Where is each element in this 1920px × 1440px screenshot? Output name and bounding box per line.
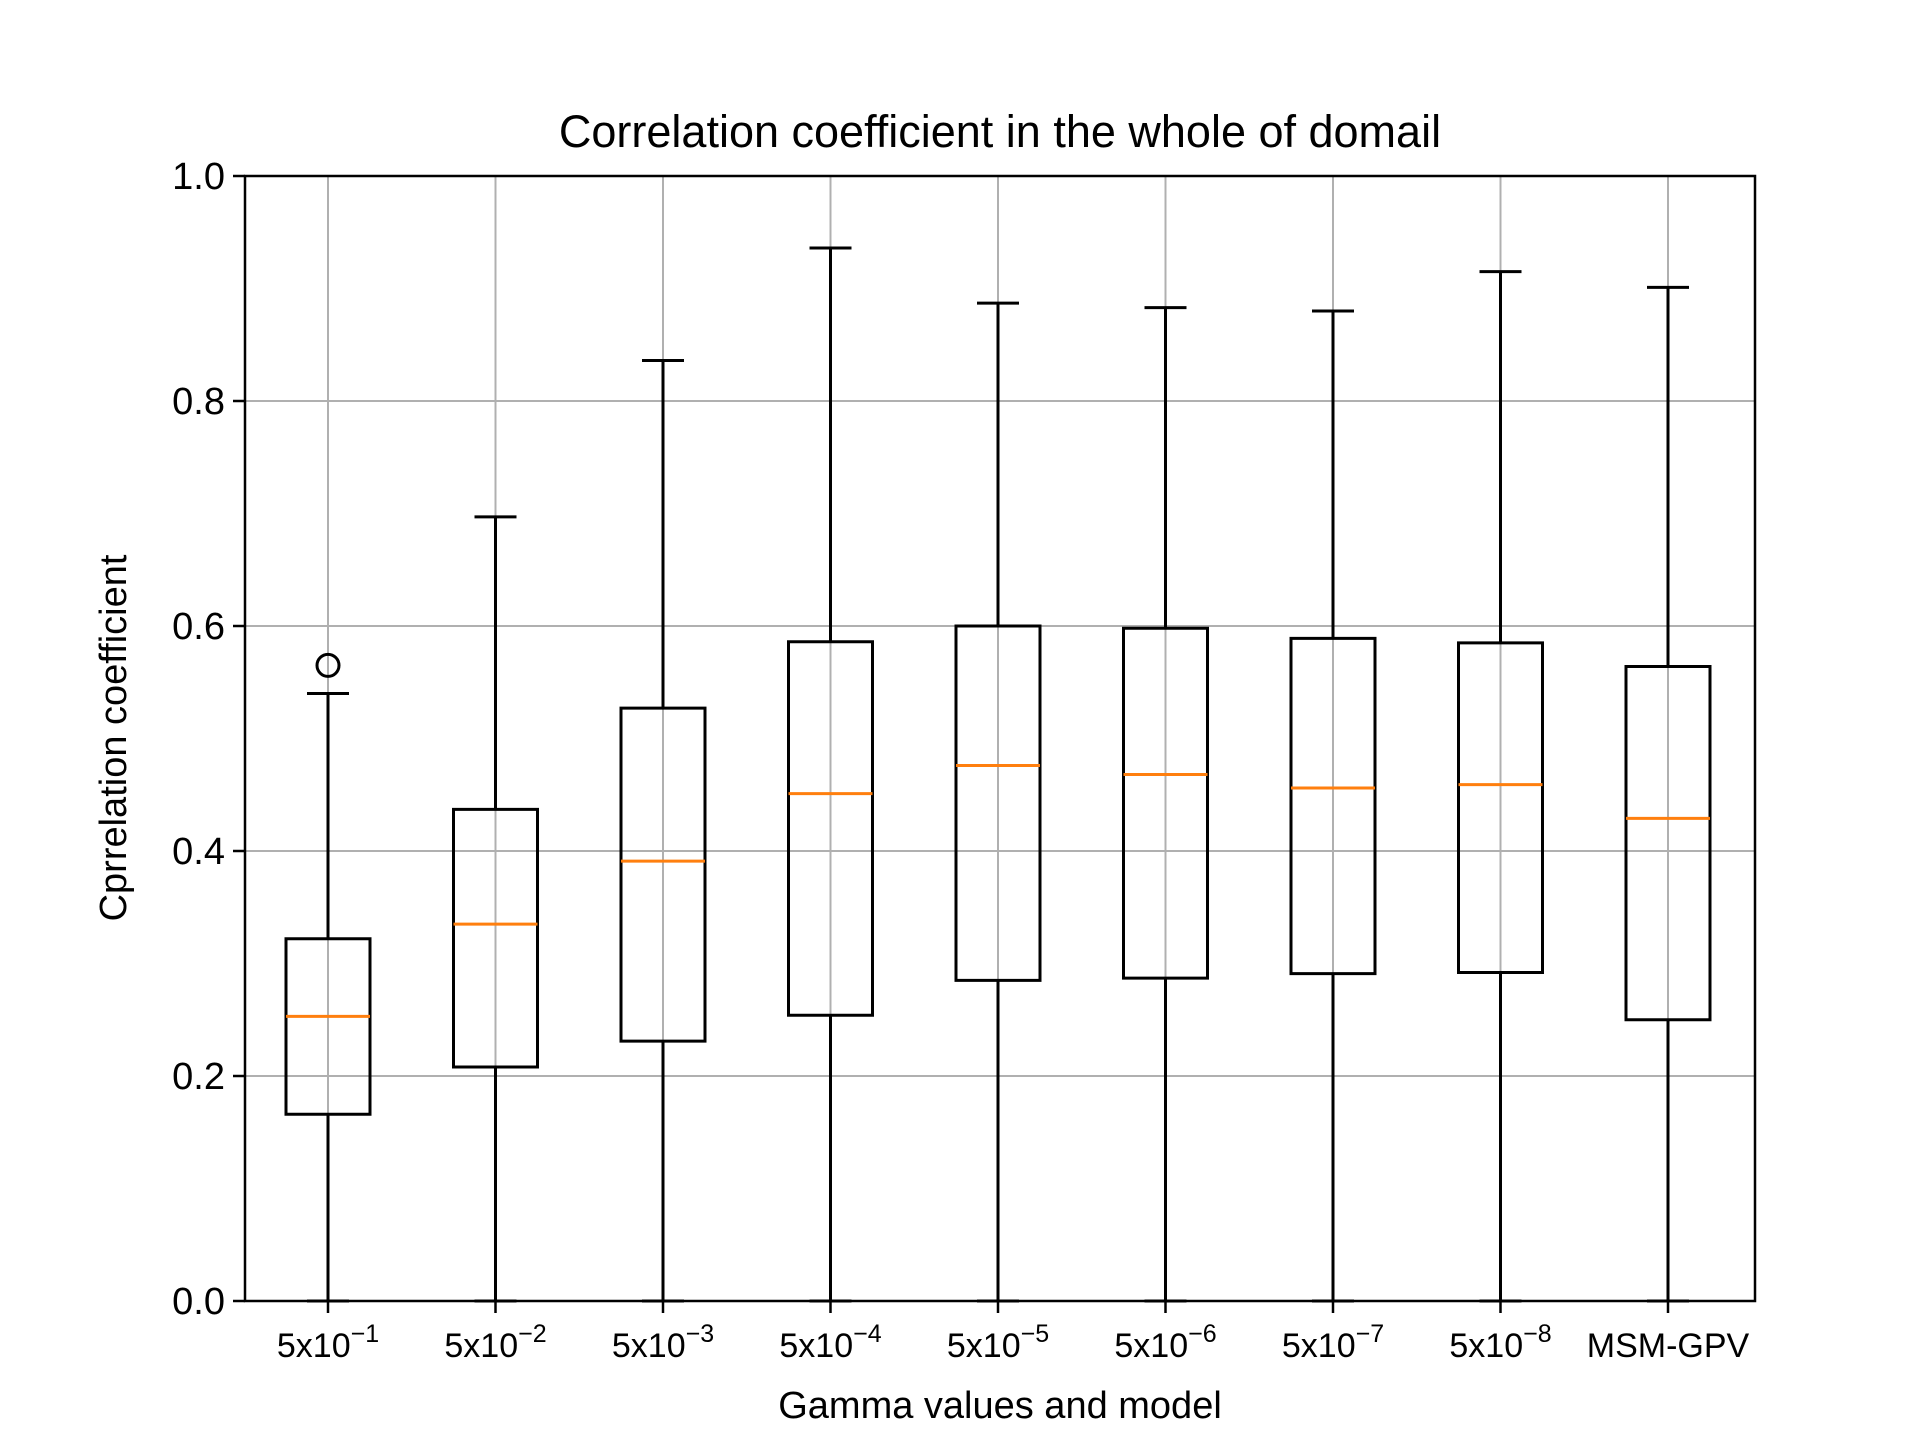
x-tick-label: 5x10−2 — [444, 1320, 546, 1365]
x-tick-label: 5x10−3 — [612, 1320, 714, 1365]
y-axis-label: Cprrelation coefficient — [93, 554, 135, 921]
y-tick-label: 0.2 — [172, 1056, 225, 1098]
iqr-box — [1624, 665, 1712, 1022]
iqr-box — [954, 624, 1042, 982]
y-tick-label: 0.4 — [172, 831, 225, 873]
x-tick-label: 5x10−6 — [1114, 1320, 1216, 1365]
plot-frame — [243, 174, 1757, 1303]
box-layer — [284, 246, 1712, 1303]
iqr-box — [787, 640, 874, 1017]
x-tick-label: 5x10−7 — [1282, 1320, 1384, 1365]
iqr-box — [284, 937, 372, 1116]
outlier-point — [315, 652, 341, 678]
iqr-box — [1457, 641, 1544, 974]
iqr-box — [1289, 636, 1377, 976]
y-tick-label: 1.0 — [172, 156, 225, 198]
x-tick-label: 5x10−8 — [1449, 1320, 1551, 1365]
x-tick-label: 5x10−5 — [947, 1320, 1049, 1365]
x-axis-label: Gamma values and model — [778, 1385, 1222, 1427]
y-tick-label: 0.0 — [172, 1281, 225, 1323]
chart-title: Correlation coefficient in the whole of … — [559, 106, 1441, 157]
box-group — [954, 301, 1042, 1303]
box-group — [787, 246, 874, 1303]
iqr-box — [452, 807, 539, 1069]
y-tick-label: 0.8 — [172, 381, 225, 423]
x-tick-label: 5x10−4 — [779, 1320, 881, 1365]
box-group — [1289, 309, 1377, 1303]
y-tick-label: 0.6 — [172, 606, 225, 648]
iqr-box — [1122, 626, 1209, 980]
iqr-box — [619, 706, 707, 1043]
x-tick-label: 5x10−1 — [277, 1320, 379, 1365]
tick-layer: 0.0 0.2 0.4 0.6 0.8 1.0 5x10−1 5x10−2 5x10−3 5x10… — [172, 156, 1749, 1365]
x-tick-label: MSM-GPV — [1587, 1327, 1750, 1365]
box-group — [1457, 270, 1544, 1303]
